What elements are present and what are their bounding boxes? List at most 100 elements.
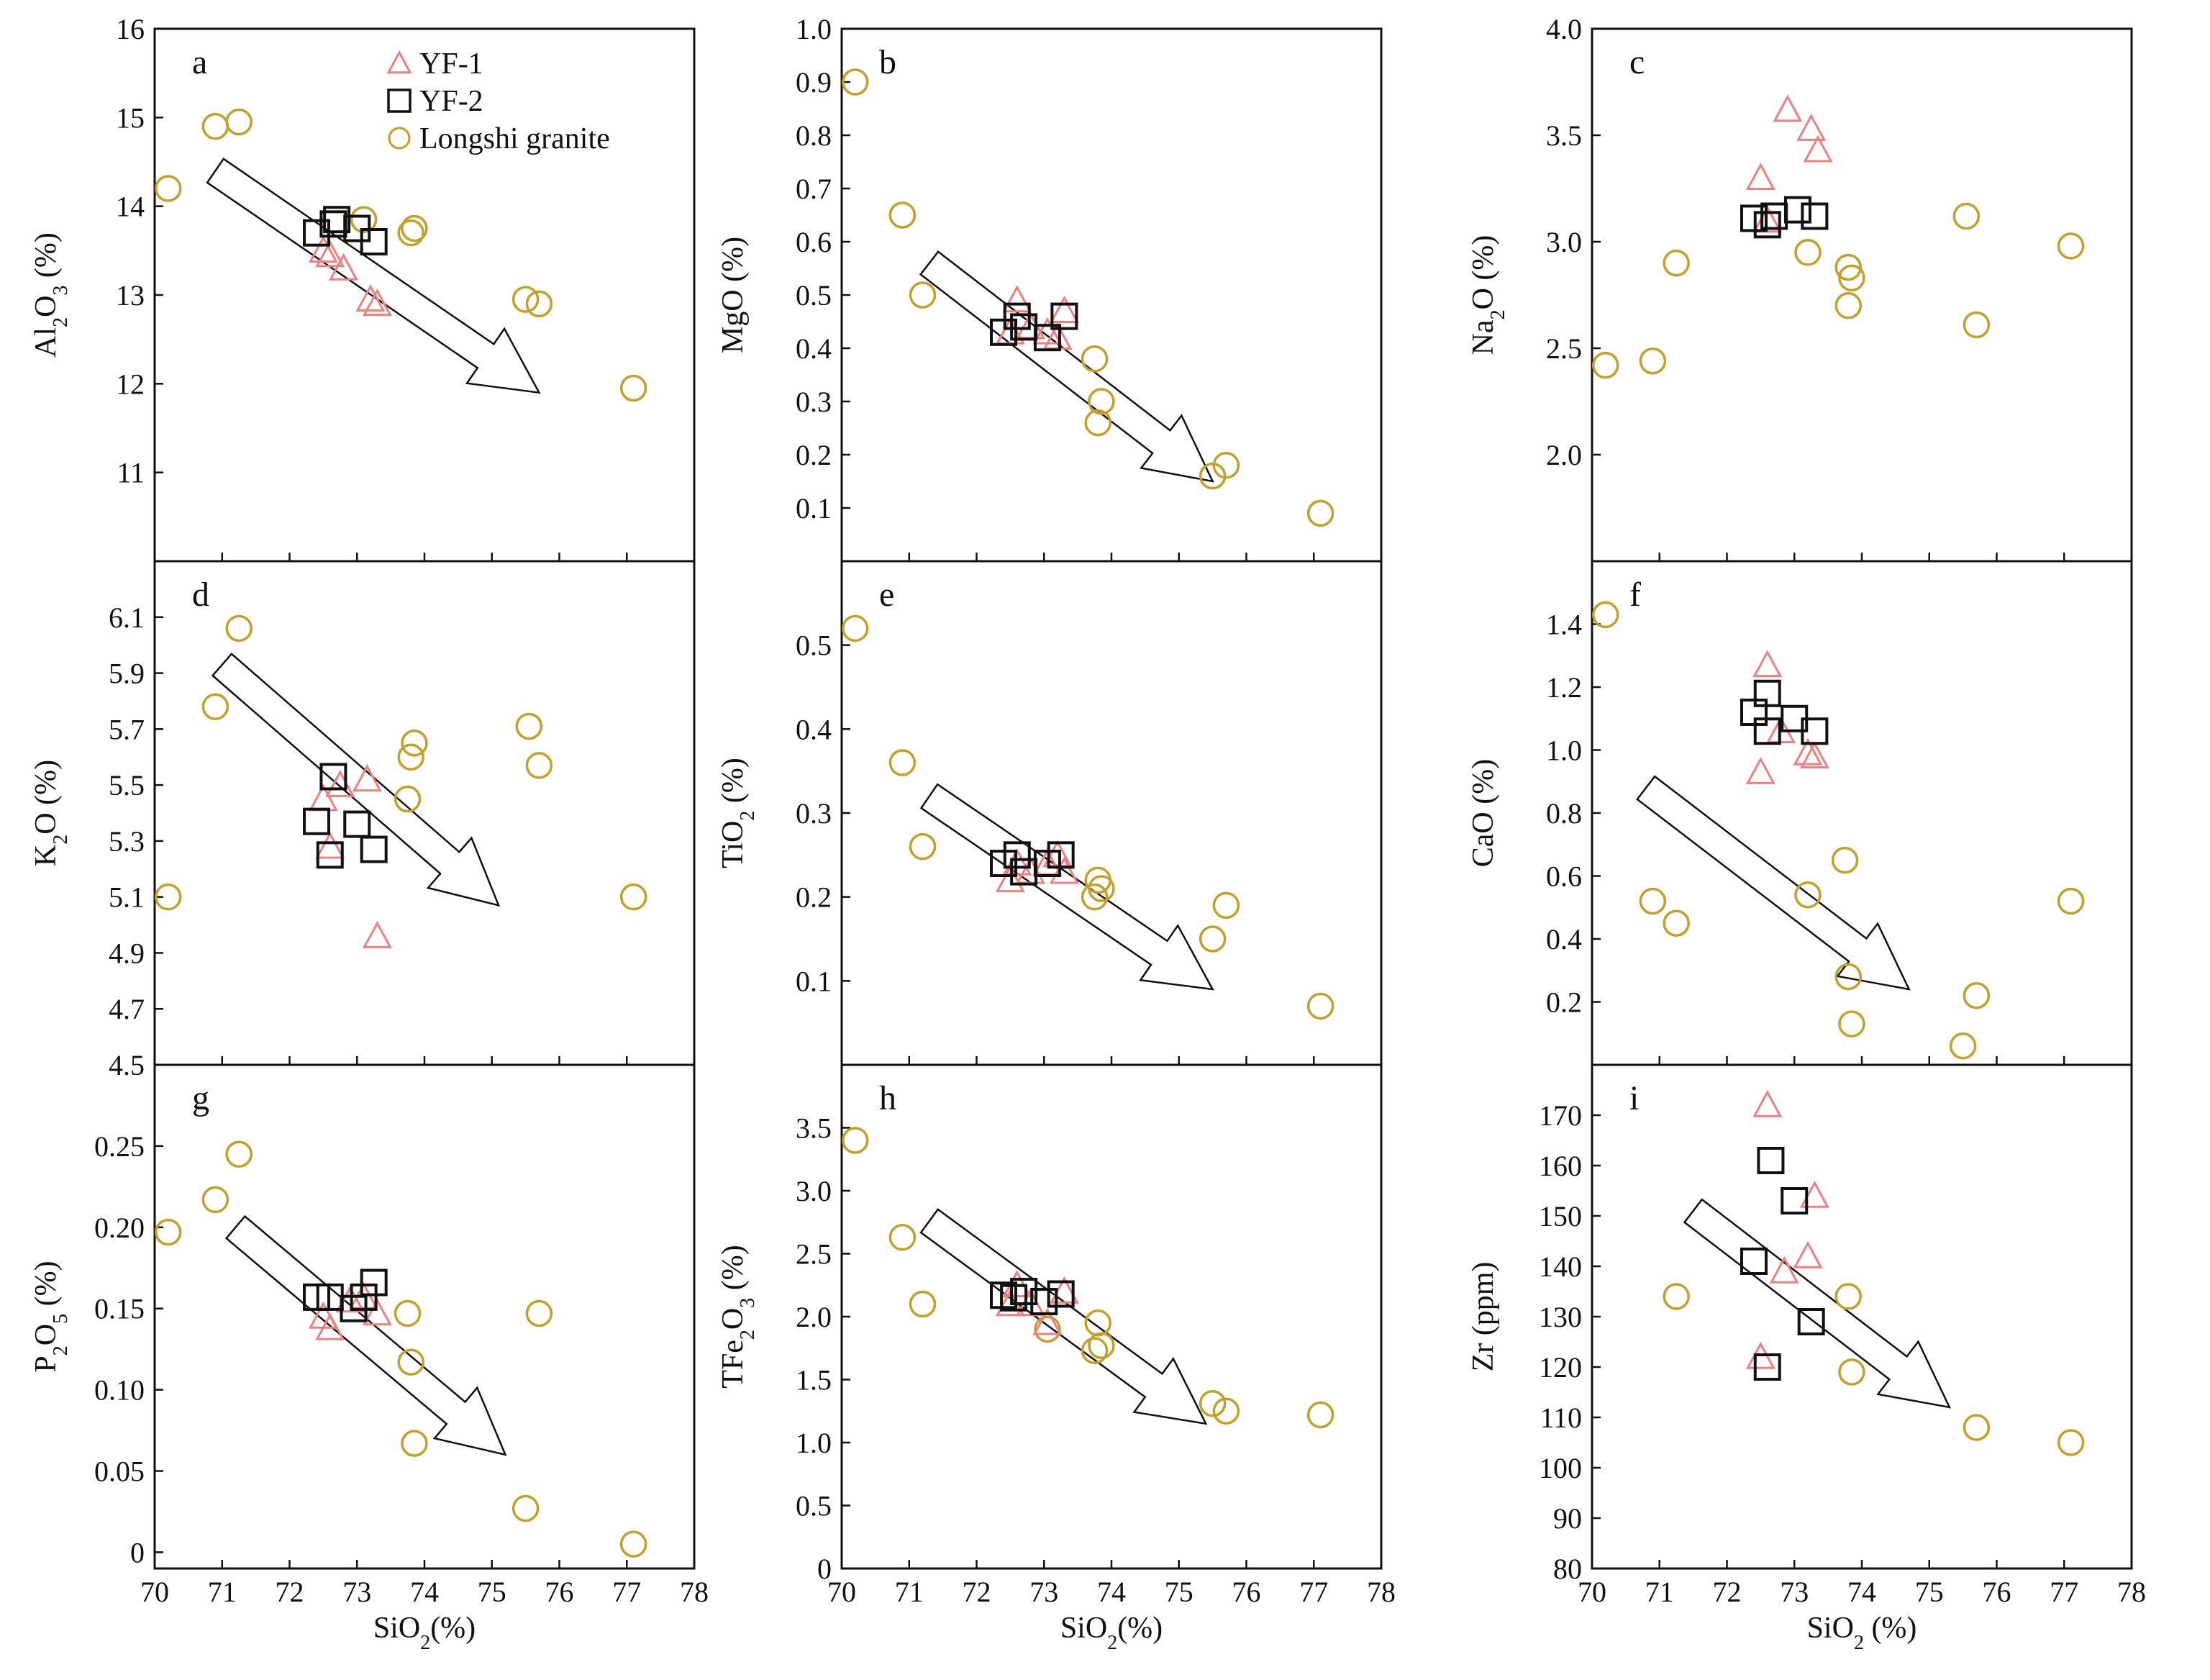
series-longshi-granite xyxy=(842,614,1334,1020)
data-point-square xyxy=(1801,717,1829,745)
y-tick-label: 0.8 xyxy=(1546,797,1582,830)
panel-e: 0.1 0.2 0.3 0.4 0.5 TiO2 (%) e xyxy=(717,560,1383,1066)
data-point-triangle xyxy=(995,865,1025,893)
data-point-circle xyxy=(619,374,647,402)
x-tick-label: 75 xyxy=(1165,1576,1193,1608)
data-point-square xyxy=(1003,841,1031,869)
panel-a: 11 12 13 14 15 16 Al2O3 (%) a xyxy=(29,13,696,563)
y-axis-label: TiO2 (%) xyxy=(717,758,759,868)
y-tick-label: 150 xyxy=(1539,1200,1582,1232)
data-point-triangle xyxy=(1745,756,1775,784)
y-tick-label: 0.3 xyxy=(796,797,832,830)
data-point-circle xyxy=(515,712,543,740)
data-point-triangle xyxy=(1769,1256,1799,1284)
x-tick-label: 77 xyxy=(2050,1576,2078,1608)
x-tick-label: 75 xyxy=(1915,1576,1944,1608)
series-longshi-granite xyxy=(155,614,647,911)
y-tick-label: 0.9 xyxy=(796,66,832,99)
x-tick-label: 70 xyxy=(1578,1576,1606,1608)
data-point-circle xyxy=(201,1186,229,1214)
data-point-square xyxy=(1753,211,1781,239)
data-point-circle xyxy=(1199,1390,1227,1417)
panel-letter: f xyxy=(1629,576,1641,614)
data-point-square xyxy=(316,841,344,869)
series-yf-2 xyxy=(990,841,1075,886)
trend-arrow xyxy=(211,653,501,907)
data-point-triangle xyxy=(1796,113,1827,141)
y-tick-label: 14 xyxy=(116,191,145,223)
data-point-square xyxy=(360,835,388,863)
x-tick-label: 72 xyxy=(276,1576,304,1608)
y-tick-label: 5.5 xyxy=(109,769,145,802)
data-point-circle xyxy=(1663,909,1690,937)
y-tick-label: 1.2 xyxy=(1546,671,1582,704)
y-tick-label: 6.1 xyxy=(109,601,145,634)
panel-b: 0.1 0.2 0.3 0.4 0.5 0.6 0.7 0.8 0.9 1.0 MgO (%) b xyxy=(717,13,1383,563)
y-tick-label: 12 xyxy=(116,368,145,400)
x-tick-label: 73 xyxy=(1029,1576,1058,1608)
data-point-square xyxy=(1047,841,1075,869)
x-tick-label: 70 xyxy=(140,1576,169,1608)
data-point-circle xyxy=(225,1140,253,1168)
y-tick-label: 0.05 xyxy=(94,1456,145,1488)
data-point-triangle xyxy=(362,1298,392,1326)
data-point-circle xyxy=(1306,1401,1334,1429)
trend-arrow xyxy=(206,158,541,394)
data-point-triangle xyxy=(352,764,382,792)
y-axis-label: Na2O (%) xyxy=(1467,235,1509,355)
y-tick-label: 0.25 xyxy=(94,1130,145,1163)
series-yf-2 xyxy=(303,206,388,255)
data-point-square xyxy=(1050,302,1078,330)
x-tick-label: 71 xyxy=(1645,1576,1674,1608)
x-axis-label: SiO2 (%) xyxy=(1807,1612,1917,1654)
y-tick-label: 0.5 xyxy=(796,279,832,312)
y-tick-label: 110 xyxy=(1540,1402,1582,1434)
series-yf-2 xyxy=(303,1268,388,1322)
series-longshi-granite xyxy=(1592,601,2085,1060)
y-tick-label: 3.0 xyxy=(796,1175,832,1207)
x-tick-label: 77 xyxy=(612,1576,641,1608)
y-tick-label: 0.4 xyxy=(796,332,832,365)
data-point-circle xyxy=(1834,253,1862,281)
data-point-circle xyxy=(1834,1283,1862,1310)
plot-frame xyxy=(840,560,1383,1066)
data-point-triangle xyxy=(1799,741,1829,769)
y-tick-label: 0.2 xyxy=(796,881,832,914)
data-point-triangle xyxy=(355,284,386,312)
data-point-circle xyxy=(619,1530,647,1558)
data-point-square xyxy=(990,1281,1017,1309)
data-point-square xyxy=(1757,1147,1785,1174)
data-point-square xyxy=(1000,1284,1028,1312)
y-tick-label: 2.5 xyxy=(1546,332,1582,365)
series-longshi-granite xyxy=(155,108,647,402)
data-point-circle xyxy=(1949,1032,1977,1060)
y-tick-label: 0.5 xyxy=(796,630,832,662)
x-tick-label: 76 xyxy=(545,1576,574,1608)
x-tick-label: 78 xyxy=(2117,1576,2146,1608)
data-point-triangle xyxy=(362,920,392,948)
y-axis-label: Al2O3 (%) xyxy=(29,232,72,358)
x-tick-label: 71 xyxy=(895,1576,924,1608)
data-point-circle xyxy=(1212,1397,1240,1425)
panel-h: 0 0.5 1.0 1.5 2.0 2.5 3.0 3.5 70 71 72 73 74 75 76 77 78… xyxy=(717,1063,1396,1654)
data-point-square xyxy=(360,228,388,255)
y-tick-label: 120 xyxy=(1539,1351,1582,1384)
y-tick-label: 2.5 xyxy=(796,1238,832,1271)
y-tick-label: 130 xyxy=(1539,1301,1582,1333)
data-point-circle xyxy=(225,108,253,136)
data-point-circle xyxy=(1084,409,1111,437)
data-point-square xyxy=(1740,1248,1768,1275)
series-longshi-granite xyxy=(842,1127,1334,1429)
y-tick-label: 5.1 xyxy=(109,881,145,914)
data-point-circle xyxy=(1838,1010,1865,1037)
data-point-triangle xyxy=(315,240,345,268)
y-tick-label: 13 xyxy=(116,279,145,312)
y-tick-label: 80 xyxy=(1553,1553,1582,1585)
y-axis-label: K2O (%) xyxy=(29,760,72,866)
data-point-circle xyxy=(525,290,553,318)
legend-label: Longshi granite xyxy=(419,122,610,155)
x-axis-label: SiO2(%) xyxy=(1060,1612,1163,1654)
trend-arrow xyxy=(919,1208,1208,1425)
series-longshi-granite xyxy=(155,1140,647,1558)
data-point-square xyxy=(1010,1278,1038,1305)
